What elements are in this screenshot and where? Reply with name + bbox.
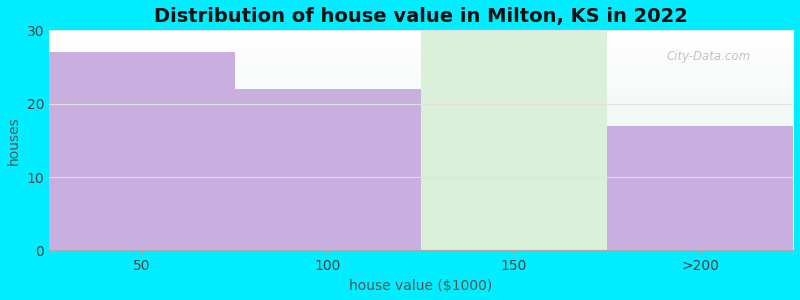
Bar [235,89,421,250]
Bar [607,126,793,250]
Bar [49,52,235,250]
Text: City-Data.com: City-Data.com [666,50,750,63]
Title: Distribution of house value in Milton, KS in 2022: Distribution of house value in Milton, K… [154,7,688,26]
Bar [421,30,607,250]
X-axis label: house value ($1000): house value ($1000) [350,279,493,293]
Y-axis label: houses: houses [7,116,21,165]
